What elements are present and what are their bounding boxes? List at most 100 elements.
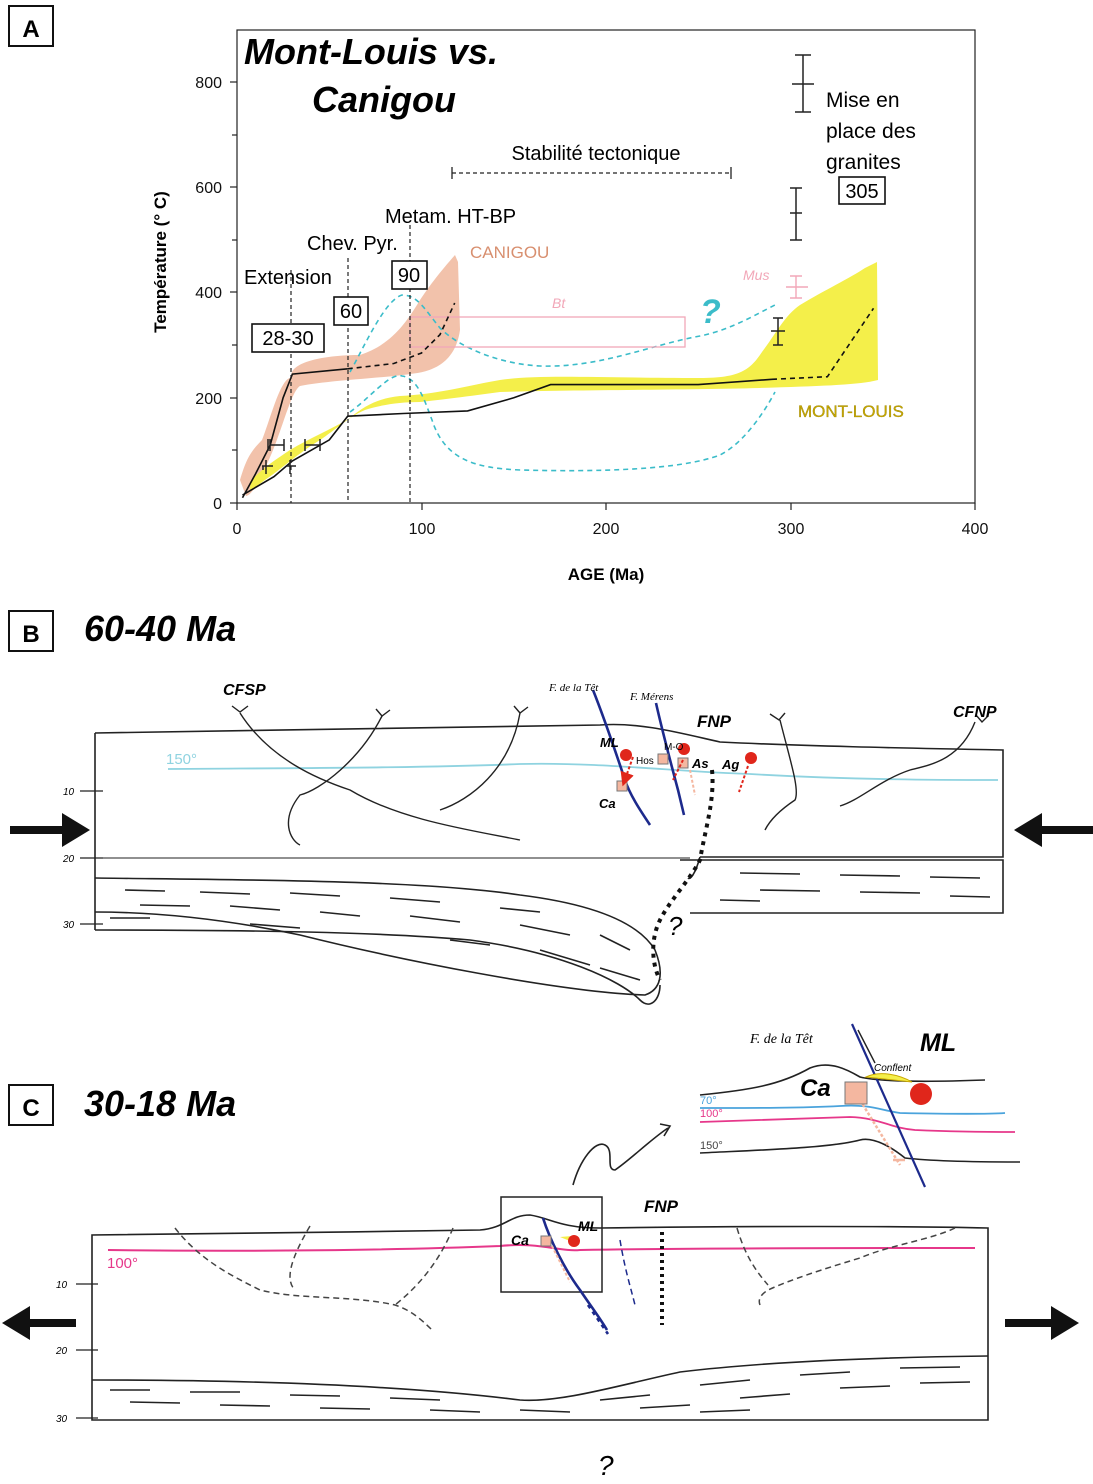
y-tick: 0 (213, 496, 222, 513)
arrow (231, 705, 249, 713)
series-line-dashed (347, 302, 456, 370)
panel-b-label: B (22, 621, 39, 648)
extension-label: Extension (244, 267, 332, 289)
panel-a-label-box (8, 5, 54, 47)
granites-line3: granites (826, 151, 901, 174)
b-hos-label: Hos (636, 756, 654, 767)
inset-iso70-label: 70° (700, 1095, 717, 1107)
metam-label: Metam. HT-BP (385, 206, 516, 228)
b-ag-path (738, 765, 749, 793)
canigou-label: CANIGOU (470, 243, 549, 262)
error-bars (262, 54, 814, 474)
c-ml-sample (568, 1235, 580, 1247)
err-4 (286, 460, 296, 474)
bt-label: Bt (552, 295, 566, 311)
inset-conflent-label: Conflent (874, 1063, 912, 1074)
y-tick-labels: 0 200 400 600 800 (195, 75, 222, 513)
c-moho (91, 1355, 989, 1402)
c-fault-3 (394, 1227, 454, 1306)
box-90 (391, 260, 428, 290)
inset-fault-black (857, 1029, 876, 1064)
c-ca-path (551, 1245, 571, 1283)
c-depth-labels: 10 20 30 (55, 1280, 68, 1425)
c-depth-30: 30 (56, 1414, 68, 1425)
c-fnp-label: FNP (644, 1197, 679, 1216)
mus-error (786, 275, 808, 299)
x-tick: 100 (409, 521, 436, 538)
err-1 (267, 439, 285, 451)
err-2 (304, 439, 321, 451)
b-cfsp-label: CFSP (223, 682, 266, 699)
b-isotherm-150 (167, 762, 999, 781)
c-slab-dashes (110, 1366, 971, 1413)
inset-ml-sample (910, 1083, 932, 1105)
panel-c-title: 30-18 Ma (84, 1083, 236, 1124)
x-tick: 200 (593, 521, 620, 538)
y-tick: 600 (195, 180, 222, 197)
c-question-mark: ? (598, 1450, 614, 1481)
b-ml-label: ML (600, 735, 619, 750)
c-inset: F. de la Têt ML Ca Conflent 70° 100° 150… (699, 1023, 1021, 1188)
b-slab (94, 877, 661, 996)
b-arrow-compress-right (1014, 813, 1093, 847)
b-surface (94, 723, 1004, 880)
b-f-merens-label: F. Mérens (629, 691, 673, 703)
inset-conflent-basin (864, 1073, 913, 1083)
b-fault-merens (654, 702, 686, 816)
c-ml-label: ML (578, 1218, 598, 1234)
panel-b-title: 60-40 Ma (84, 608, 236, 649)
inset-ca-sample (844, 1081, 868, 1105)
series-line-dashed (771, 307, 875, 381)
inset-ca-label: Ca (800, 1075, 831, 1102)
b-hos-sample (657, 753, 669, 765)
box-28-30-label: 28-30 (262, 328, 313, 350)
mont-louis-label: MONT-LOUIS (798, 402, 904, 421)
b-ca-sample (616, 780, 628, 792)
inset-iso-150 (699, 1138, 1021, 1163)
b-depth-labels: 10 20 30 (62, 787, 75, 931)
b-depth-20: 20 (62, 854, 75, 865)
c-ca-label: Ca (511, 1232, 529, 1248)
chart-title-line2: Canigou (312, 79, 456, 120)
inset-surface (699, 1064, 986, 1096)
c-fault-4 (736, 1227, 769, 1286)
mont-louis-band (250, 262, 878, 490)
box-60-label: 60 (340, 301, 362, 323)
cyan-path-lower (349, 374, 776, 472)
b-ml-path (620, 756, 634, 787)
inset-iso-70 (699, 1104, 1006, 1115)
b-fnp-label: FNP (697, 712, 732, 731)
y-axis-label: Température (° C) (151, 191, 170, 333)
c-zoom-arrowhead (659, 1123, 672, 1137)
b-depth-ticks (80, 790, 103, 925)
c-fault-tet-dashed (586, 1304, 610, 1335)
inset-ml-label: ML (920, 1029, 956, 1057)
cyan-path-upper (349, 294, 776, 373)
panel-c-label-box (8, 1084, 54, 1126)
inset-iso-100 (699, 1116, 1016, 1133)
b-depth-30: 30 (63, 920, 75, 931)
err-800 (792, 54, 814, 113)
chart-title-line1: Mont-Louis vs. (244, 31, 498, 72)
c-fault-5 (758, 1227, 956, 1306)
b-f-tet-label: F. de la Têt (548, 682, 599, 694)
inset-fault-tet (850, 1023, 927, 1188)
b-ag-sample (745, 752, 757, 764)
panel-b-label-box (8, 610, 54, 652)
c-depth-20: 20 (55, 1346, 68, 1357)
b-ca-label: Ca (599, 796, 616, 811)
arrow (375, 708, 391, 717)
b-cfnp-label: CFNP (953, 704, 997, 721)
b-as-path (689, 769, 696, 796)
granites-line1: Mise en (826, 89, 900, 112)
x-tick: 300 (778, 521, 805, 538)
b-ml-sample (620, 749, 632, 761)
mus-label: Mus (743, 267, 769, 283)
box-305-label: 305 (845, 181, 878, 203)
c-depth-10: 10 (56, 1280, 68, 1291)
b-block-left (94, 733, 661, 1005)
box-60 (333, 296, 369, 326)
panel-a-label: A (22, 16, 39, 43)
c-fault-1 (174, 1227, 433, 1331)
